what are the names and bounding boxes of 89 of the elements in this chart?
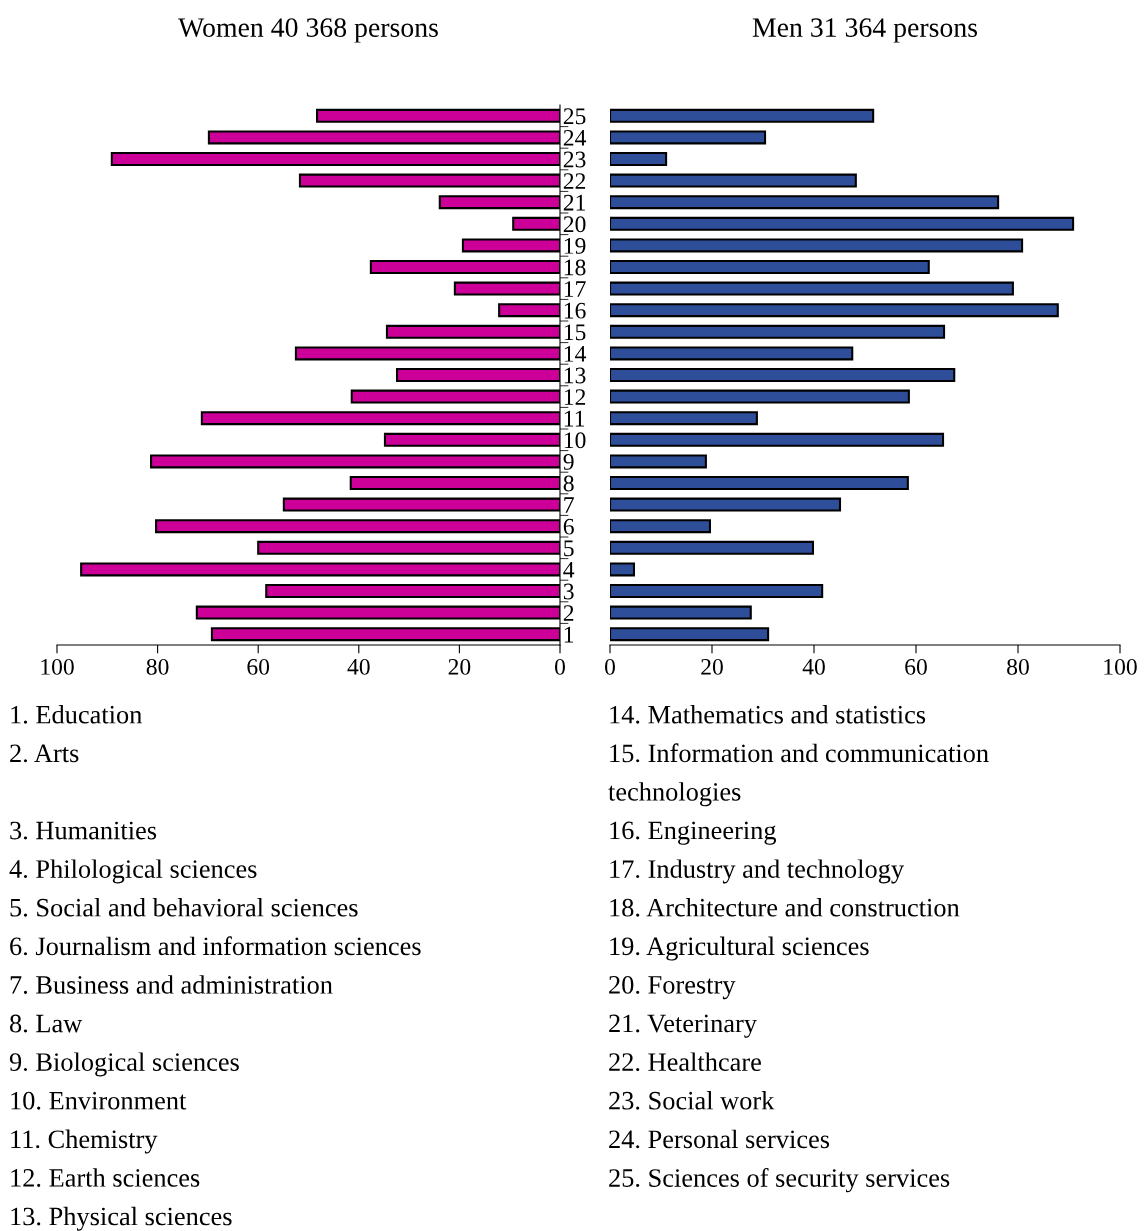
y-tick-label: 20 [563, 216, 586, 233]
text: 23. Social work [609, 1091, 775, 1110]
text: 17. Industry and technology [610, 859, 904, 884]
text: 24. Personal services [609, 1129, 830, 1149]
bar [610, 303, 1059, 318]
y-tick-label: 11 [564, 410, 585, 427]
x-tick-label: 40 [347, 658, 370, 675]
bar [610, 130, 767, 145]
text: 7. Business and administration [10, 975, 333, 994]
bar [610, 605, 752, 620]
y-tick-label: 13 [564, 367, 586, 384]
text: 16. Engineering [610, 821, 777, 845]
x-tick-label: 80 [1007, 658, 1029, 675]
bar [610, 454, 707, 469]
text: 6. Journalism and information sciences [10, 936, 421, 956]
text: 14. Mathematics and statistics [610, 705, 926, 724]
x-tick-label: 20 [448, 658, 471, 675]
y-tick-label: 25 [563, 108, 586, 125]
bar [610, 411, 758, 426]
y-tick-label: 6 [563, 518, 574, 535]
bar [610, 346, 854, 361]
text: 20. Forestry [609, 975, 736, 1000]
text: 21. Veterinary [609, 1014, 757, 1038]
y-tick-label: 23 [563, 151, 586, 168]
bar [610, 216, 1075, 231]
x-tick-label: 100 [41, 658, 74, 675]
text: 22. Healthcare [609, 1052, 761, 1072]
y-tick-label: 4 [563, 562, 575, 578]
bar [610, 368, 956, 382]
text: 18. Architecture and construction [610, 898, 960, 917]
x-tick-label: 80 [146, 658, 169, 675]
x-tick-label: 0 [555, 658, 565, 675]
x-tick-label: 0 [605, 658, 615, 675]
bar [610, 108, 875, 123]
text: 13. Physical sciences [11, 1206, 232, 1231]
y-tick-label: 8 [563, 475, 574, 492]
x-tick-label: 20 [701, 658, 723, 675]
y-tick-label: 3 [563, 583, 574, 600]
bar [610, 497, 842, 512]
bar [610, 389, 910, 404]
y-tick-label: 2 [563, 605, 574, 621]
y-tick-label: 9 [563, 453, 574, 470]
chart-title: Men 31 364 persons [752, 18, 978, 43]
text: 4. Philological sciences [9, 859, 257, 884]
bar [610, 152, 668, 166]
y-tick-label: 7 [564, 497, 574, 513]
text: 15. Information and communication technologies [608, 743, 989, 807]
y-tick-label: 19 [564, 237, 586, 254]
x-tick-label: 40 [802, 658, 825, 675]
text: 10. Environment [11, 1091, 187, 1110]
bar [610, 540, 815, 555]
y-tick-label: 17 [564, 281, 586, 297]
chart-title: Women 40 368 persons [178, 18, 438, 43]
bar [610, 562, 636, 577]
bar [610, 260, 930, 274]
text: 8. Law [10, 1014, 83, 1033]
y-tick-label: 12 [564, 389, 586, 405]
bar [610, 238, 1024, 253]
x-tick-label: 100 [1104, 658, 1137, 675]
bar [610, 627, 770, 642]
bar [610, 519, 711, 534]
y-tick-label: 21 [563, 194, 585, 211]
y-tick-label: 5 [564, 540, 574, 557]
bar [610, 195, 1000, 210]
text: 19. Agricultural sciences [610, 936, 869, 961]
bar [610, 432, 945, 447]
y-tick-label: 24 [563, 129, 587, 146]
x-tick-label: 60 [247, 658, 270, 675]
y-tick-label: 15 [564, 324, 586, 341]
text: 11. Chemistry [11, 1129, 158, 1154]
y-tick-label: 16 [564, 302, 586, 319]
bar [610, 281, 1014, 296]
text: 2. Arts [10, 744, 79, 763]
text: 9. Biological sciences [9, 1052, 239, 1077]
text: 25. Sciences of security services [609, 1168, 950, 1193]
text: 3. Humanities [10, 821, 157, 840]
y-tick-label: 10 [564, 432, 586, 449]
bar [610, 173, 857, 188]
y-tick-label: 1 [564, 626, 574, 643]
x-tick-label: 60 [905, 658, 927, 675]
text: 12. Earth sciences [11, 1168, 200, 1187]
bar [610, 584, 824, 598]
y-tick-label: 18 [564, 259, 586, 276]
text: 5. Social and behavioral sciences [10, 898, 358, 917]
bar [610, 324, 946, 339]
bar [610, 476, 909, 490]
text: 1. Education [11, 705, 142, 724]
y-tick-label: 22 [563, 173, 586, 189]
y-tick-label: 14 [564, 346, 587, 362]
